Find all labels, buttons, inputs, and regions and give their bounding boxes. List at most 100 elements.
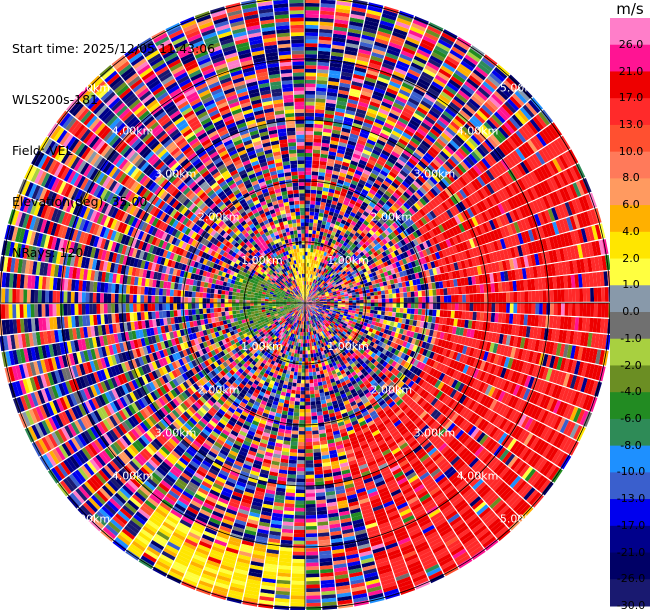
ray-gate bbox=[312, 368, 316, 372]
ray-gate bbox=[313, 372, 317, 376]
ray-gate bbox=[590, 303, 594, 317]
ray-gate bbox=[334, 300, 338, 302]
ray-gate bbox=[305, 146, 313, 150]
ray-gate bbox=[583, 303, 587, 317]
ray-gate bbox=[455, 295, 459, 302]
ray-gate bbox=[305, 219, 309, 223]
ray-gate bbox=[345, 305, 349, 307]
ray-gate bbox=[306, 435, 313, 439]
ray-gate bbox=[576, 303, 580, 316]
ray-gate bbox=[363, 293, 367, 296]
ray-gate bbox=[349, 301, 353, 303]
ray-gate bbox=[308, 358, 311, 362]
ray-gate bbox=[310, 383, 314, 387]
ray-gate bbox=[425, 309, 429, 315]
ray-gate bbox=[310, 350, 313, 354]
ray-gate bbox=[371, 306, 375, 310]
ray-gate bbox=[305, 380, 309, 384]
ray-gate bbox=[314, 357, 317, 361]
ray-gate bbox=[306, 431, 312, 435]
ray-gate bbox=[451, 303, 455, 310]
ray-gate bbox=[316, 194, 322, 198]
ray-gate bbox=[403, 287, 407, 292]
ray-gate bbox=[313, 249, 316, 253]
ray-gate bbox=[422, 309, 426, 315]
ray-gate bbox=[309, 226, 313, 230]
ray-gate bbox=[305, 83, 316, 87]
ray-gate bbox=[313, 157, 320, 161]
ray-gate bbox=[477, 294, 481, 303]
ray-gate bbox=[400, 293, 404, 298]
ray-gate bbox=[305, 157, 312, 161]
ray-gate bbox=[433, 296, 437, 302]
ray-gate bbox=[317, 375, 321, 379]
ray-gate bbox=[309, 259, 312, 263]
ray-gate bbox=[305, 168, 312, 172]
ray-gate bbox=[315, 205, 320, 209]
ray-gate bbox=[352, 295, 356, 298]
ray-gate bbox=[406, 286, 410, 292]
ray-gate bbox=[462, 286, 466, 294]
ray-gate bbox=[366, 289, 370, 293]
ray-gate bbox=[532, 303, 536, 314]
ray-gate bbox=[554, 303, 558, 315]
ray-gate bbox=[414, 315, 418, 321]
ray-gate bbox=[524, 291, 528, 302]
ray-gate bbox=[422, 303, 426, 309]
ray-gate bbox=[400, 298, 404, 303]
ray-gate bbox=[385, 307, 389, 311]
ray-gate bbox=[305, 113, 314, 117]
ray-gate bbox=[313, 153, 320, 157]
ray-gate bbox=[543, 290, 547, 302]
ray-gate bbox=[601, 303, 605, 318]
ray-gate bbox=[305, 142, 313, 146]
ray-gate bbox=[305, 14, 319, 18]
ray-gate bbox=[309, 343, 312, 347]
ray-gate bbox=[436, 310, 440, 317]
ray-gate bbox=[308, 350, 311, 354]
ray-gate bbox=[317, 187, 323, 191]
ray-gate bbox=[308, 241, 311, 245]
ray-gate bbox=[307, 332, 309, 336]
ray-gate bbox=[306, 438, 313, 442]
ray-gate bbox=[305, 237, 308, 241]
ray-gate bbox=[317, 183, 323, 187]
ray-gate bbox=[472, 285, 476, 294]
ray-gate bbox=[307, 270, 309, 274]
ray-gate bbox=[311, 245, 314, 249]
ray-gate bbox=[411, 292, 415, 298]
ray-gate bbox=[543, 303, 547, 315]
ray-gate bbox=[429, 303, 433, 309]
ray-gate bbox=[307, 339, 309, 343]
ray-gate bbox=[550, 290, 554, 302]
ray-gate bbox=[370, 313, 374, 317]
ray-gate bbox=[305, 372, 309, 376]
ray-gate bbox=[312, 430, 319, 434]
ray-gate bbox=[348, 296, 352, 299]
ray-gate bbox=[417, 285, 421, 291]
ray-gate bbox=[353, 300, 357, 303]
ray-gate bbox=[305, 244, 308, 248]
ray-gate bbox=[315, 113, 324, 117]
ray-gate bbox=[315, 364, 319, 368]
ray-gate bbox=[311, 193, 316, 197]
ray-gate bbox=[314, 456, 322, 460]
ray-gate bbox=[363, 309, 367, 312]
ray-gate bbox=[433, 310, 437, 317]
ray-gate bbox=[360, 297, 364, 300]
ray-gate bbox=[517, 292, 521, 302]
ray-gate bbox=[370, 292, 374, 296]
ray-gate bbox=[480, 312, 484, 321]
ray-gate bbox=[407, 303, 411, 308]
ray-gate bbox=[310, 346, 313, 350]
ray-gate bbox=[311, 190, 317, 194]
ray-gate bbox=[367, 300, 371, 303]
ray-gate bbox=[305, 0, 320, 3]
ray-gate bbox=[306, 329, 308, 333]
ray-gate bbox=[312, 230, 316, 234]
ray-gate bbox=[305, 149, 312, 153]
ray-gate bbox=[605, 303, 609, 318]
ray-gate bbox=[373, 288, 377, 292]
ray-gate bbox=[305, 365, 308, 369]
ray-gate bbox=[305, 10, 319, 14]
